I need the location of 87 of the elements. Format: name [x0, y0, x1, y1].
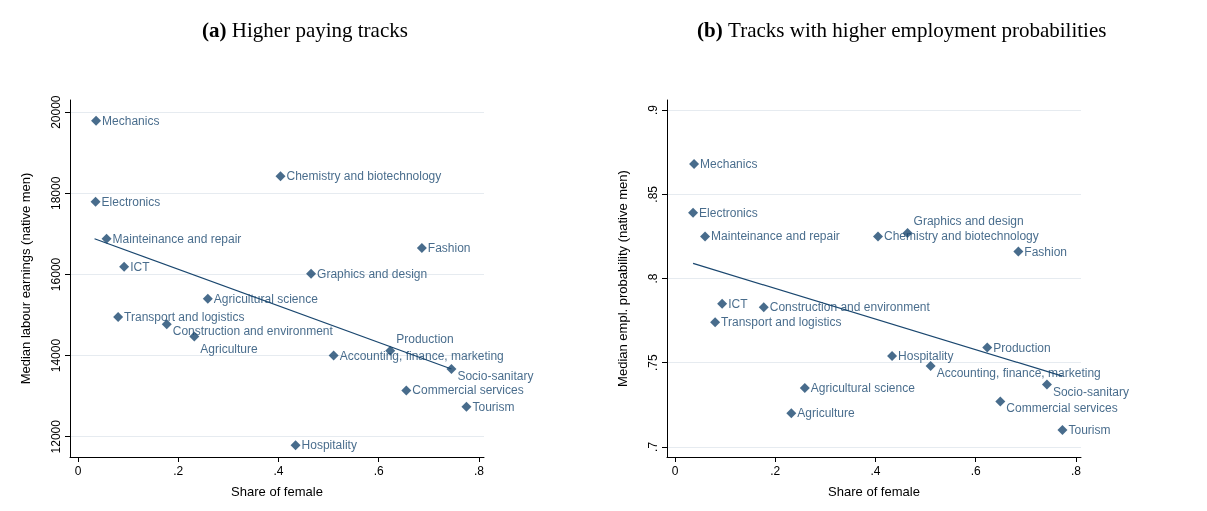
annotation: Agricultural science: [810, 380, 916, 395]
x-tick-label: 0: [671, 464, 679, 478]
x-axis-title: Share of female: [231, 484, 323, 499]
annotation: Construction and environment: [769, 300, 931, 315]
point: [90, 196, 101, 207]
annotation: Tourism: [472, 399, 515, 414]
y-tick-label: 14000: [49, 338, 63, 373]
point: [710, 317, 721, 328]
annotation: Accounting, finance, marketing: [936, 366, 1101, 381]
annotation: Fashion: [1024, 244, 1068, 259]
chart-title: (b) Tracks with higher employment probabilities: [697, 17, 1107, 42]
annotation: Mechanics: [102, 113, 160, 128]
x-tick-label: .4: [870, 464, 881, 478]
point: [416, 243, 427, 254]
annotation: Transport and logistics: [721, 315, 842, 330]
point: [758, 302, 769, 313]
annotation: ICT: [728, 296, 749, 311]
point: [688, 207, 699, 218]
point: [461, 401, 472, 412]
point: [995, 396, 1006, 407]
annotation: Agriculture: [797, 406, 855, 421]
point: [873, 231, 884, 242]
annotation: Hospitality: [301, 438, 357, 453]
point: [113, 312, 124, 323]
annotation: Socio-sanitary: [457, 368, 534, 383]
annotation: Agriculture: [200, 341, 258, 356]
annotation: Chemistry and biotechnology: [884, 229, 1039, 244]
annotation: Mechanics: [700, 156, 758, 171]
x-tick-label: .8: [1070, 464, 1082, 478]
annotation: Construction and environment: [172, 324, 334, 339]
y-tick-label: .8: [646, 273, 660, 284]
point: [202, 293, 213, 304]
point: [887, 350, 898, 361]
annotation: Chemistry and biotechnology: [286, 169, 442, 184]
annotation: Electronics: [101, 194, 161, 209]
annotation: Graphics and design: [317, 266, 428, 281]
x-axis-title: Share of female: [828, 484, 920, 499]
y-axis-title: Median labour earnings (native men): [18, 172, 33, 385]
annotation: Hospitality: [898, 348, 954, 363]
x-tick-label: .2: [770, 464, 781, 478]
annotation: Socio-sanitary: [1052, 384, 1129, 399]
point: [119, 261, 130, 272]
x-tick-label: 0: [74, 464, 82, 478]
annotation: Commercial services: [1006, 401, 1118, 416]
annotation: Commercial services: [412, 383, 524, 398]
annotation: Graphics and design: [913, 214, 1024, 229]
x-tick-label: .4: [273, 464, 284, 478]
annotation: Electronics: [699, 205, 758, 220]
annotation: Production: [993, 340, 1051, 355]
annotation: Transport and logistics: [124, 310, 245, 325]
point: [91, 115, 102, 126]
annotation: Tourism: [1068, 423, 1111, 438]
y-tick-label: .75: [646, 354, 660, 372]
annotation: Mainteinance and repair: [112, 231, 242, 246]
annotation: ICT: [130, 259, 151, 274]
point: [689, 158, 700, 169]
point: [306, 268, 317, 279]
point: [401, 385, 412, 396]
point: [786, 408, 797, 419]
x-tick-label: .6: [373, 464, 385, 478]
point: [700, 231, 711, 242]
chart-title: (a) Higher paying tracks: [202, 17, 408, 42]
point: [1013, 246, 1024, 257]
y-tick-label: 12000: [49, 419, 63, 454]
y-tick-label: .9: [646, 104, 660, 116]
y-tick-label: 16000: [49, 257, 63, 292]
x-tick-label: .2: [173, 464, 184, 478]
point: [717, 298, 728, 309]
annotation: Fashion: [427, 241, 471, 256]
annotation: Mainteinance and repair: [711, 229, 840, 244]
y-axis-title: Median empl. probability (native men): [615, 170, 630, 387]
point: [1041, 379, 1052, 390]
point: [290, 440, 301, 451]
point: [1057, 425, 1068, 436]
point: [799, 382, 810, 393]
point: [275, 171, 286, 182]
y-tick-label: .85: [646, 185, 660, 203]
point: [101, 233, 112, 244]
x-tick-label: .6: [970, 464, 982, 478]
point: [446, 363, 457, 374]
x-tick-label: .8: [473, 464, 485, 478]
annotation: Production: [396, 331, 454, 346]
y-tick-label: .7: [646, 441, 660, 452]
y-tick-label: 18000: [49, 176, 63, 210]
y-tick-label: 20000: [49, 95, 63, 129]
point: [982, 342, 993, 353]
point: [328, 350, 339, 361]
